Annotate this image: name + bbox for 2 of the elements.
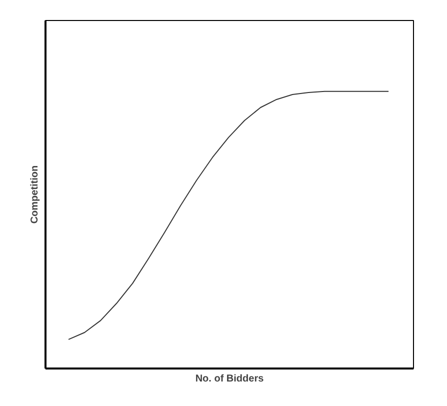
x-axis-title: No. of Bidders xyxy=(195,374,264,384)
y-axis-title: Competition xyxy=(30,165,40,224)
